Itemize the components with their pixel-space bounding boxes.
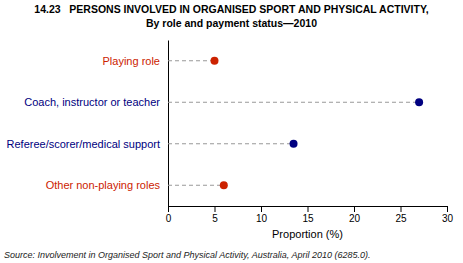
x-tick-mark (447, 206, 448, 212)
y-tick: Playing role (103, 55, 168, 67)
chart-container: 14.23 PERSONS INVOLVED IN ORGANISED SPOR… (0, 0, 463, 263)
y-tick: Coach, instructor or teacher (24, 96, 168, 108)
stem (168, 185, 224, 186)
x-axis-title: Proportion (%) (272, 228, 343, 240)
x-tick-label: 25 (395, 213, 407, 224)
y-tick: Referee/scorer/medical support (7, 138, 168, 150)
category-label: Coach, instructor or teacher (24, 96, 160, 108)
x-tick-mark (401, 206, 402, 212)
stem (168, 102, 419, 103)
marks (168, 57, 423, 190)
stem (168, 143, 294, 144)
x-tick: 20 (349, 206, 361, 224)
y-axis: Playing role Coach, instructor or teacher… (7, 41, 169, 207)
y-tick: Other non-playing roles (46, 179, 168, 191)
x-tick-label: 5 (212, 213, 218, 224)
x-tick-mark (168, 206, 169, 212)
plot: 0 5 10 15 20 25 30 Playing role Coach, instructo… (7, 41, 454, 241)
x-tick: 30 (442, 206, 454, 224)
dot (415, 98, 423, 106)
stem (168, 60, 215, 61)
x-tick-label: 15 (302, 213, 314, 224)
x-tick-mark (261, 206, 262, 212)
x-axis-line (169, 207, 448, 213)
x-tick-mark (354, 206, 355, 212)
title: 14.23 PERSONS INVOLVED IN ORGANISED SPOR… (34, 3, 428, 15)
chart-svg: 14.23 PERSONS INVOLVED IN ORGANISED SPOR… (0, 0, 463, 263)
x-tick-mark (308, 206, 309, 212)
annotation: Source: Involvement in Organised Sport a… (4, 250, 371, 260)
x-tick-label: 10 (256, 213, 268, 224)
category-label: Referee/scorer/medical support (7, 138, 160, 150)
y-axis-line (168, 41, 169, 207)
dot (290, 140, 298, 148)
category-label: Other non-playing roles (46, 179, 161, 191)
x-tick: 0 (166, 206, 172, 224)
category-label: Playing role (103, 55, 160, 67)
x-axis: 0 5 10 15 20 25 30 (166, 206, 454, 224)
x-tick-mark (215, 206, 216, 212)
x-tick: 25 (395, 206, 407, 224)
x-tick-label: 30 (442, 213, 454, 224)
x-tick: 5 (212, 206, 218, 224)
x-tick-label: 0 (166, 213, 172, 224)
dot (211, 57, 219, 65)
x-tick: 10 (256, 206, 268, 224)
subtitle: By role and payment status—2010 (146, 17, 317, 29)
x-tick-label: 20 (349, 213, 361, 224)
dot (220, 181, 228, 189)
x-tick: 15 (302, 206, 314, 224)
